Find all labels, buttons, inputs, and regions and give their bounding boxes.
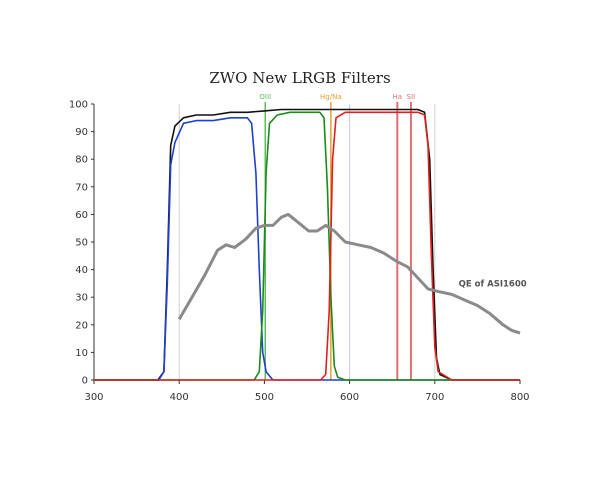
x-tick-label-300: 300 — [84, 392, 103, 403]
x-tick-label-400: 400 — [170, 392, 189, 403]
y-tick-label-100: 100 — [69, 100, 88, 111]
plot-area: OIII Hg/Na Ha SII 0 10 20 30 40 50 60 70 80 90 100 300 4… — [69, 93, 530, 403]
y-tick-label-90: 90 — [75, 127, 88, 138]
y-tick-label-50: 50 — [75, 238, 88, 249]
emission-line-label-0: OIII — [259, 93, 271, 101]
emission-line-label-3: SII — [407, 93, 416, 101]
series-line-2 — [94, 111, 520, 381]
emission-line-label-1: Hg/Na — [320, 93, 342, 101]
x-tick-label-600: 600 — [340, 392, 359, 403]
series-line-4 — [177, 212, 521, 335]
x-tick-label-500: 500 — [255, 392, 274, 403]
chart-title: ZWO New LRGB Filters — [209, 69, 390, 87]
y-tick-label-20: 20 — [75, 320, 88, 331]
y-tick-label-70: 70 — [75, 182, 88, 193]
y-tick-label-80: 80 — [75, 155, 88, 166]
y-tick-label-60: 60 — [75, 210, 88, 221]
y-tick-label-30: 30 — [75, 293, 88, 304]
y-tick-label-40: 40 — [75, 265, 88, 276]
emission-line-label-2: Ha — [393, 93, 403, 101]
series-line-1 — [94, 117, 520, 381]
x-tick-label-800: 800 — [510, 392, 529, 403]
series-line-3 — [94, 111, 520, 381]
y-tick-label-0: 0 — [82, 376, 88, 387]
series-label-qe: QE of ASI1600 — [459, 279, 527, 289]
series-line-0 — [94, 108, 520, 381]
x-tick-label-700: 700 — [425, 392, 444, 403]
y-tick-label-10: 10 — [75, 348, 88, 359]
